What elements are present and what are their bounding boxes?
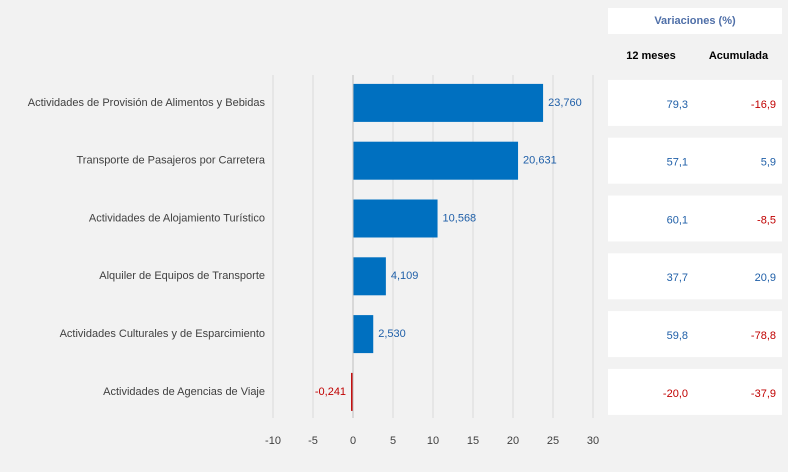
- table-cell: 59,8: [667, 330, 688, 342]
- x-tick-label: 30: [587, 435, 599, 447]
- table-row: [608, 368, 782, 415]
- table-row: [608, 253, 782, 300]
- table-cell: 57,1: [667, 157, 688, 169]
- x-tick-label: -10: [265, 435, 281, 447]
- value-label: 2,530: [378, 328, 406, 340]
- table-cell: 79,3: [667, 99, 688, 111]
- table-header-cell: [695, 38, 782, 74]
- x-tick-label: 20: [507, 435, 519, 447]
- table-row: [608, 137, 782, 184]
- table-cell: 20,9: [755, 272, 776, 284]
- table-cell: 60,1: [667, 214, 688, 226]
- bar: [351, 372, 353, 411]
- table-header: 12 meses: [626, 50, 676, 62]
- bar: [353, 257, 386, 296]
- value-label: 20,631: [523, 155, 557, 167]
- table-cell: -78,8: [751, 330, 776, 342]
- bar: [353, 199, 438, 238]
- table-header-cell: [608, 38, 694, 74]
- value-label: 10,568: [443, 212, 477, 224]
- table-row: [608, 79, 782, 126]
- value-label: -0,241: [315, 386, 346, 398]
- table-title-cell: [608, 8, 782, 34]
- x-tick-label: 5: [390, 435, 396, 447]
- value-label: 4,109: [391, 270, 419, 282]
- table-title: Variaciones (%): [654, 15, 736, 27]
- table-cell: 37,7: [667, 272, 688, 284]
- x-tick-label: 15: [467, 435, 479, 447]
- x-tick-label: 10: [427, 435, 439, 447]
- category-label: Actividades de Alojamiento Turístico: [89, 212, 265, 224]
- x-tick-label: 0: [350, 435, 356, 447]
- category-label: Actividades Culturales y de Esparcimient…: [60, 328, 265, 340]
- table-row: [608, 195, 782, 242]
- table-row: [608, 311, 782, 358]
- table-header: Acumulada: [709, 50, 769, 62]
- category-label: Alquiler de Equipos de Transporte: [99, 270, 265, 282]
- x-tick-label: -5: [308, 435, 318, 447]
- category-label: Transporte de Pasajeros por Carretera: [76, 155, 265, 167]
- table-cell: -20,0: [663, 388, 688, 400]
- category-label: Actividades de Provisión de Alimentos y …: [28, 97, 266, 109]
- bar: [353, 315, 374, 354]
- table-cell: -16,9: [751, 99, 776, 111]
- category-label: Actividades de Agencias de Viaje: [103, 386, 265, 398]
- table-cell: -8,5: [757, 214, 776, 226]
- value-label: 23,760: [548, 97, 582, 109]
- bar: [353, 83, 544, 122]
- x-tick-label: 25: [547, 435, 559, 447]
- table-cell: -37,9: [751, 388, 776, 400]
- table-cell: 5,9: [761, 157, 776, 169]
- bar: [353, 141, 519, 180]
